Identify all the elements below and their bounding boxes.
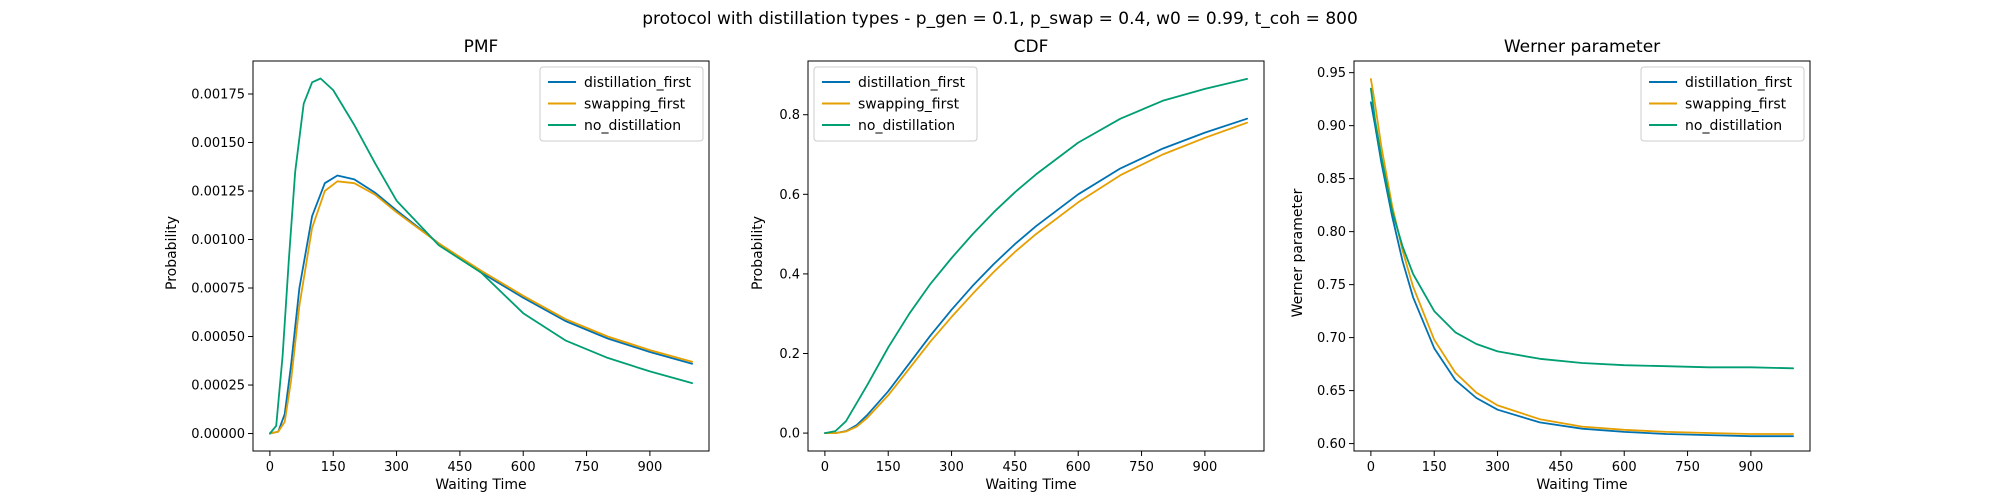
cdf-legend-box [813, 66, 978, 142]
werner-y-tick-label: 0.60 [1317, 437, 1346, 452]
werner-y-axis-label: Werner parameter [1290, 188, 1306, 317]
pmf-y-tick-label: 0.00175 [191, 87, 245, 102]
cdf-y-tick-label: 0.0 [779, 427, 800, 442]
cdf-x-tick-label: 900 [1192, 460, 1217, 475]
pmf-y-tick-label: 0.00125 [191, 185, 245, 200]
cdf-y-tick-label: 0.4 [779, 267, 800, 282]
werner-legend-label-distillation_first: distillation_first [1685, 75, 1792, 91]
pmf-legend-label-no_distillation: no_distillation [584, 118, 681, 134]
cdf-x-tick-label: 150 [876, 460, 901, 475]
werner-y-tick-label: 0.75 [1317, 278, 1346, 293]
pmf-line-distillation_first [268, 174, 693, 435]
pmf-x-tick-label: 600 [511, 460, 536, 475]
pmf-x-tick-label: 0 [266, 460, 274, 475]
werner-x-axis-label: Waiting Time [1536, 477, 1627, 493]
cdf-line-swapping_first [824, 121, 1248, 435]
cdf-x-tick-label: 600 [1066, 460, 1091, 475]
pmf-legend: distillation_first swapping_first no_disti… [539, 66, 704, 142]
pmf-x-tick-label: 150 [321, 460, 346, 475]
cdf-line-distillation_first [824, 117, 1248, 435]
pmf-legend-label-distillation_first: distillation_first [584, 75, 691, 91]
cdf-y-tick-label: 0.8 [779, 108, 800, 123]
cdf-x-tick-label: 300 [939, 460, 964, 475]
pmf-y-tick-label: 0.00100 [191, 233, 245, 248]
werner-x-tick-label: 750 [1675, 460, 1700, 475]
pmf-x-tick-label: 300 [384, 460, 409, 475]
pmf-x-tick-label: 450 [447, 460, 472, 475]
cdf-x-axis-label: Waiting Time [985, 477, 1076, 493]
pmf-plot-area: 0 150 300 450 600 750 900 0.00000 0.00025 0.00050… [191, 60, 710, 475]
werner-line-distillation_first [1370, 101, 1794, 438]
cdf-line-no_distillation [824, 78, 1248, 435]
werner-legend-label-no_distillation: no_distillation [1685, 118, 1782, 134]
cdf-plot-area: 0 150 300 450 600 750 900 0.0 0.2 0.4 0.6 0.8 distil… [779, 60, 1265, 475]
pmf-y-tick-label: 0.00050 [191, 330, 245, 345]
werner-line-no_distillation [1370, 87, 1794, 370]
werner-y-tick-label: 0.70 [1317, 331, 1346, 346]
werner-y-tick-label: 0.80 [1317, 225, 1346, 240]
cdf-y-axis-label: Probability [750, 216, 766, 290]
pmf-y-tick-label: 0.00150 [191, 136, 245, 151]
pmf-axes-frame [252, 60, 710, 452]
cdf-panel: CDF Waiting Time Probability 0 150 300 450 6… [750, 37, 1265, 493]
pmf-line-swapping_first [268, 180, 693, 435]
cdf-legend-label-distillation_first: distillation_first [858, 75, 965, 91]
pmf-y-tick-label: 0.00000 [191, 427, 245, 442]
pmf-legend-box [539, 66, 704, 142]
werner-y-tick-label: 0.85 [1317, 172, 1346, 187]
werner-plot-area: 0 150 300 450 600 750 900 0.60 0.65 0.70 0.75 0.80 0… [1317, 60, 1811, 475]
cdf-x-tick-label: 0 [821, 460, 829, 475]
cdf-x-tick-label: 750 [1129, 460, 1154, 475]
pmf-legend-label-swapping_first: swapping_first [584, 97, 686, 113]
cdf-legend-label-no_distillation: no_distillation [858, 118, 955, 134]
werner-x-tick-label: 0 [1367, 460, 1375, 475]
werner-x-tick-label: 150 [1422, 460, 1447, 475]
cdf-title: CDF [1014, 37, 1049, 57]
cdf-y-tick-label: 0.2 [779, 347, 800, 362]
werner-y-tick-label: 0.90 [1317, 119, 1346, 134]
werner-y-tick-label: 0.65 [1317, 384, 1346, 399]
werner-axes-frame [1353, 60, 1811, 452]
werner-legend: distillation_first swapping_first no_disti… [1640, 66, 1805, 142]
pmf-panel: PMF Waiting Time Probability 0 150 300 450 6… [164, 37, 710, 493]
werner-x-tick-label: 900 [1738, 460, 1763, 475]
pmf-x-tick-label: 900 [637, 460, 662, 475]
pmf-y-axis-label: Probability [164, 216, 180, 290]
werner-y-tick-label: 0.95 [1317, 66, 1346, 81]
werner-title: Werner parameter [1504, 37, 1660, 57]
werner-x-tick-label: 300 [1485, 460, 1510, 475]
cdf-legend: distillation_first swapping_first no_disti… [813, 66, 978, 142]
werner-line-swapping_first [1370, 78, 1794, 435]
pmf-x-axis-label: Waiting Time [435, 477, 526, 493]
pmf-y-tick-label: 0.00075 [191, 282, 245, 297]
pmf-y-tick-label: 0.00025 [191, 379, 245, 394]
werner-x-tick-label: 450 [1548, 460, 1573, 475]
werner-panel: Werner parameter Waiting Time Werner par… [1290, 37, 1811, 493]
pmf-x-tick-label: 750 [574, 460, 599, 475]
figure-title: protocol with distillation types - p_gen… [642, 9, 1358, 29]
cdf-x-tick-label: 450 [1002, 460, 1027, 475]
werner-legend-box [1640, 66, 1805, 142]
pmf-line-no_distillation [268, 77, 693, 435]
cdf-legend-label-swapping_first: swapping_first [858, 97, 960, 113]
cdf-y-tick-label: 0.6 [779, 188, 800, 203]
pmf-title: PMF [464, 37, 499, 57]
cdf-axes-frame [807, 60, 1265, 452]
werner-x-tick-label: 600 [1612, 460, 1637, 475]
werner-legend-label-swapping_first: swapping_first [1685, 97, 1787, 113]
